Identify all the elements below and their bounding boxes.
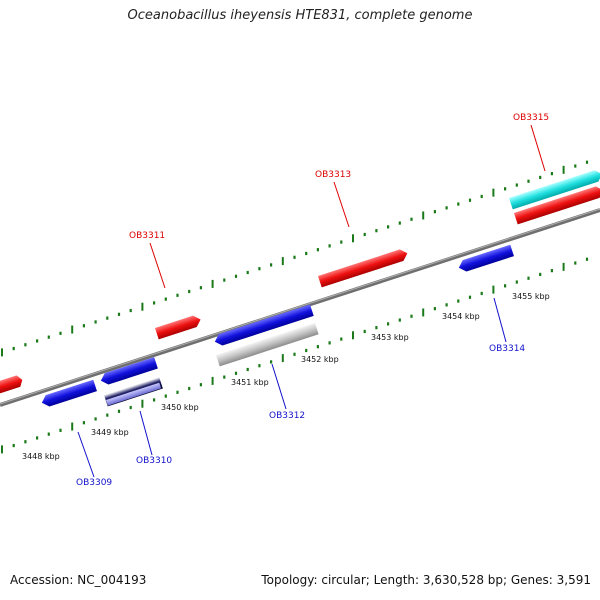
scale-label-3448: 3448 kbp xyxy=(22,452,60,461)
gene-arrow-ob3313[interactable] xyxy=(318,248,409,288)
genome-backbone-highlight xyxy=(0,208,600,405)
label-connector-ob3310 xyxy=(139,410,153,456)
gene-arrow-ob3312[interactable] xyxy=(213,304,314,347)
gene-arrow-ob3315-rna[interactable] xyxy=(509,168,600,210)
gene-arrow-ob3315[interactable] xyxy=(514,185,600,225)
gene-arrow-ob3310-variant[interactable] xyxy=(106,382,162,406)
scale-label-3449: 3449 kbp xyxy=(91,428,129,437)
label-connector-ob3314 xyxy=(493,297,507,343)
accession-text: Accession: NC_004193 xyxy=(10,573,147,587)
label-connector-ob3313 xyxy=(333,181,350,228)
label-connector-ob3309 xyxy=(77,431,95,478)
label-connector-ob3312 xyxy=(271,363,287,410)
gene-label-ob3309[interactable]: OB3309 xyxy=(76,478,112,488)
scale-label-3454: 3454 kbp xyxy=(442,312,480,321)
forward-strand-scale xyxy=(1,160,589,357)
scale-label-3455: 3455 kbp xyxy=(512,292,550,301)
scale-label-3452: 3452 kbp xyxy=(301,355,339,364)
gene-arrow-ob3314[interactable] xyxy=(457,244,514,274)
genome-title: Oceanobacillus iheyensis HTE831, complet… xyxy=(127,8,473,23)
gene-arrow-ob3309[interactable] xyxy=(40,379,97,409)
gene-arrow-ob3312-pseudo[interactable] xyxy=(216,322,319,367)
gene-label-ob3310[interactable]: OB3310 xyxy=(136,456,172,466)
gene-label-ob3312[interactable]: OB3312 xyxy=(269,411,305,421)
gene-arrow-ob3311[interactable] xyxy=(155,314,202,340)
gene-arrow-ob3310[interactable] xyxy=(99,357,158,386)
reverse-strand-scale xyxy=(1,257,589,454)
gene-label-ob3311[interactable]: OB3311 xyxy=(129,231,165,241)
gene-label-ob3313[interactable]: OB3313 xyxy=(315,170,351,180)
genome-backbone xyxy=(0,208,600,407)
label-connector-ob3315 xyxy=(530,124,546,172)
gene-arrow-forward-partial[interactable] xyxy=(0,374,24,396)
gene-label-ob3315[interactable]: OB3315 xyxy=(513,113,549,123)
genome-summary-text: Topology: circular; Length: 3,630,528 bp… xyxy=(261,573,591,587)
scale-label-3450: 3450 kbp xyxy=(161,403,199,412)
gene-label-ob3314[interactable]: OB3314 xyxy=(489,344,525,354)
scale-label-3451: 3451 kbp xyxy=(231,378,269,387)
label-connector-ob3311 xyxy=(149,242,166,289)
scale-label-3453: 3453 kbp xyxy=(371,333,409,342)
